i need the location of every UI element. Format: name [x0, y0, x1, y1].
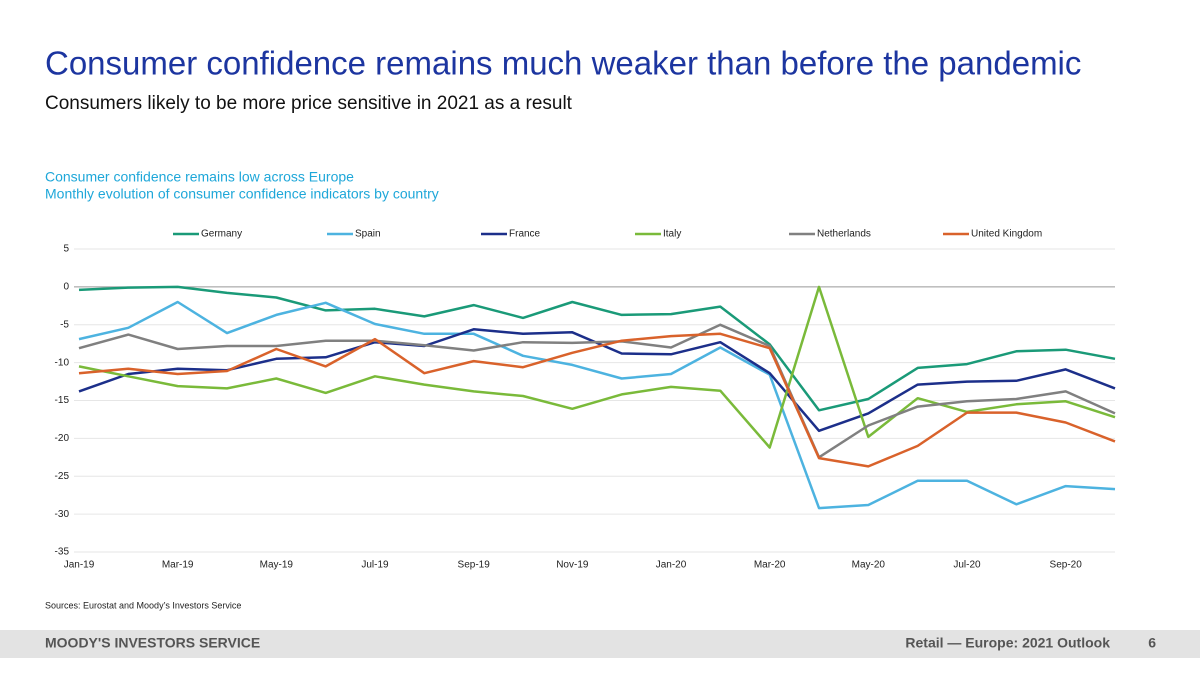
- x-tick-label: Jan-19: [64, 560, 95, 571]
- x-tick-label: Sep-20: [1050, 560, 1083, 571]
- footer-bar: [0, 630, 1200, 658]
- x-tick-label: May-19: [260, 560, 294, 571]
- legend-label: Netherlands: [817, 229, 871, 240]
- x-tick-label: Nov-19: [556, 560, 589, 571]
- x-tick-label: Jul-20: [953, 560, 981, 571]
- legend-label: United Kingdom: [971, 229, 1042, 240]
- page-number: 6: [1148, 635, 1156, 651]
- y-tick-label: -20: [55, 433, 70, 444]
- series-line: [78, 285, 1116, 412]
- legend-label: Spain: [355, 229, 381, 240]
- series-line: [78, 332, 1116, 468]
- x-tick-label: Jan-20: [656, 560, 687, 571]
- slide-subtitle: Consumers likely to be more price sensit…: [45, 93, 573, 114]
- chart-title: Consumer confidence remains low across E…: [45, 169, 354, 185]
- source: Sources: Eurostat and Moody’s Investors …: [45, 600, 241, 610]
- y-tick-label: -35: [55, 547, 70, 558]
- y-tick-label: 5: [63, 244, 69, 255]
- x-tick-label: Sep-19: [458, 560, 491, 571]
- series-line: [78, 300, 1116, 510]
- y-tick-label: 0: [63, 282, 69, 293]
- footer-right: Retail — Europe: 2021 Outlook: [905, 635, 1110, 651]
- x-tick-label: Mar-19: [162, 560, 194, 571]
- x-tick-label: Mar-20: [754, 560, 786, 571]
- chart-subtitle: Monthly evolution of consumer confidence…: [45, 186, 439, 202]
- slide-title: Consumer confidence remains much weaker …: [45, 45, 1081, 82]
- x-tick-label: May-20: [852, 560, 886, 571]
- x-tick-label: Jul-19: [361, 560, 389, 571]
- y-tick-label: -5: [60, 319, 69, 330]
- series-line: [78, 328, 1116, 433]
- legend-label: Italy: [663, 229, 681, 240]
- y-tick-label: -15: [55, 395, 70, 406]
- y-tick-label: -30: [55, 509, 70, 520]
- series-line: [78, 323, 1116, 459]
- footer-left: MOODY'S INVESTORS SERVICE: [45, 635, 260, 651]
- legend-label: France: [509, 229, 541, 240]
- legend-label: Germany: [201, 229, 242, 240]
- y-tick-label: -10: [55, 357, 70, 368]
- y-tick-label: -25: [55, 471, 70, 482]
